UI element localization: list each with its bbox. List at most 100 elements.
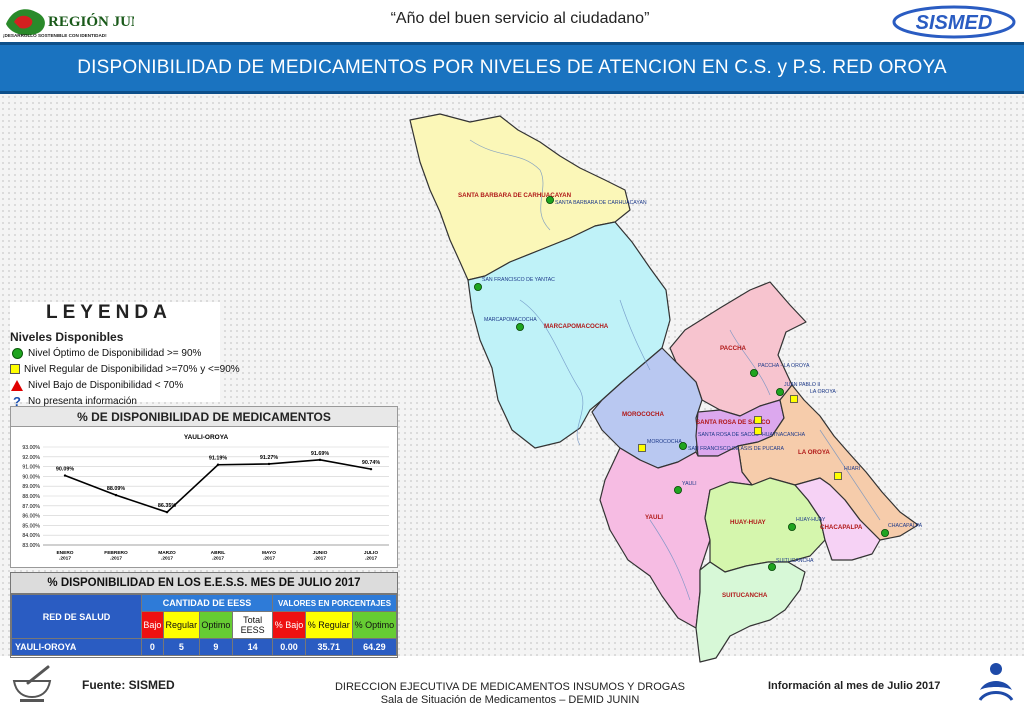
cell-regular: 5 — [162, 638, 200, 656]
data-label: 91.27% — [260, 455, 278, 461]
district-chacapalpa — [794, 477, 881, 561]
x-tick-label: ABRIL .2017 — [211, 550, 226, 562]
facility-green-circle-icon — [545, 196, 554, 205]
facility-yellow-square-icon — [834, 472, 842, 480]
page-title: DISPONIBILIDAD DE MEDICAMENTOS POR NIVEL… — [77, 57, 947, 78]
header-pct-optimo: % Optimo — [351, 611, 398, 639]
facility-green-circle-icon — [516, 322, 525, 331]
district-label: MARCAPOMACOCHA — [544, 323, 609, 330]
y-tick-label: 83.00% — [22, 543, 40, 549]
data-label: 90.09% — [56, 467, 74, 473]
y-tick-label: 91.00% — [22, 465, 40, 471]
chart-title: YAULI-OROYA — [184, 434, 229, 441]
region-junin-logo: REGIÓN JUNÍN ¡DESARROLLO SOSTENIBLE CON … — [3, 9, 134, 38]
data-label: 91.69% — [311, 451, 329, 457]
legend-label: No presenta información — [28, 395, 137, 407]
x-tick-label: JUNIO .2017 — [313, 550, 328, 562]
cell-pct-optimo: 64.29 — [351, 638, 398, 656]
data-point — [267, 462, 271, 466]
legend-title: LEYENDA — [46, 302, 172, 323]
footer-org-line2: Sala de Situación de Medicamentos – DEMI… — [380, 694, 640, 706]
motto-text: “Año del buen servicio al ciudadano” — [390, 10, 650, 27]
footer-info: Información al mes de Julio 2017 — [768, 680, 941, 692]
x-tick-label: JULIO .2017 — [364, 550, 378, 562]
data-point — [165, 510, 169, 514]
y-tick-label: 89.00% — [22, 484, 40, 490]
cell-red: YAULI-OROYA — [11, 638, 142, 656]
facility-label: SAN FRANCISCO DE YANTAC — [482, 277, 555, 283]
legend-item-regular: Nivel Regular de Disponibilidad >=70% y … — [10, 362, 240, 376]
x-tick-label: MARZO .2017 — [158, 550, 176, 562]
x-tick-label: MAYO .2017 — [262, 550, 276, 562]
facility-label: PACCHA - LA OROYA — [758, 363, 810, 369]
legend-item-optimo: Nivel Óptimo de Disponibilidad >= 90% — [10, 346, 220, 360]
header-optimo: Optimo — [198, 611, 234, 639]
header-total: Total EESS — [232, 611, 274, 639]
data-label: 90.74% — [362, 460, 380, 466]
header-valores: VALORES EN PORCENTAJES — [272, 594, 397, 612]
header-pct-bajo: % Bajo — [272, 611, 306, 639]
facility-green-circle-icon — [749, 368, 758, 377]
data-point — [318, 458, 322, 462]
header-cantidad: CANTIDAD DE EESS — [140, 594, 274, 612]
region-logo-tagline: ¡DESARROLLO SOSTENIBLE CON IDENTIDAD! — [3, 33, 107, 38]
district-label: SUITUCANCHA — [722, 592, 768, 599]
facility-green-circle-icon — [767, 562, 776, 571]
chart-panel: % DE DISPONIBILIDAD DE MEDICAMENTOS YAUL… — [10, 406, 398, 568]
eess-table: RED DE SALUD CANTIDAD DE EESS VALORES EN… — [11, 594, 398, 656]
facility-green-circle-icon — [880, 528, 889, 537]
district-label: MOROCOCHA — [622, 411, 664, 418]
district-label: SANTA ROSA DE SACCO — [696, 419, 771, 426]
table-title: % DISPONIBILIDAD EN LOS E.E.S.S. MES DE … — [11, 573, 397, 594]
data-point — [369, 467, 373, 471]
footer-org-line1: DIRECCION EJECUTIVA DE MEDICAMENTOS INSU… — [334, 681, 686, 693]
red-oroya-map: SANTA BARBARA DE CARHUACAYAN MARCAPOMACOC… — [409, 113, 923, 663]
y-tick-label: 88.00% — [22, 494, 40, 500]
chart-panel-header: % DE DISPONIBILIDAD DE MEDICAMENTOS — [11, 407, 397, 427]
question-mark-icon: ? — [13, 393, 21, 409]
data-point — [114, 493, 118, 497]
data-label: 91.19% — [209, 456, 227, 462]
facility-label: HUARI — [844, 466, 860, 472]
legend-item-sin-info: ? No presenta información — [10, 393, 220, 409]
sismed-logo-text: SISMED — [916, 12, 993, 34]
facility-label: SANTA BARBARA DE CARHUACAYAN — [555, 200, 647, 206]
facility-label: HUAY-HUAY — [796, 517, 826, 523]
legend: LEYENDA Niveles Disponibles Nivel Óptimo… — [10, 302, 240, 409]
x-tick-label: FEBRERO .2017 — [104, 550, 128, 562]
facility-yellow-square-icon — [754, 416, 762, 424]
facility-label: SAN FRANCISCO DE ASIS DE PUCARA — [688, 446, 785, 452]
y-tick-label: 84.00% — [22, 533, 40, 539]
footer-org: DIRECCION EJECUTIVA DE MEDICAMENTOS INSU… — [290, 681, 730, 707]
facility-green-circle-icon — [678, 441, 687, 450]
availability-line-chart: YAULI-OROYA 93.00% 92.00% 91.00% 90.00% 89.0… — [22, 434, 389, 562]
header-pct-regular: % Regular — [304, 611, 353, 639]
facility-label: HUAYNACANCHA — [762, 432, 806, 438]
cell-pct-bajo: 0.00 — [272, 638, 306, 656]
facility-yellow-square-icon — [790, 395, 798, 403]
green-circle-icon — [11, 347, 23, 359]
y-tick-label: 90.00% — [22, 474, 40, 480]
legend-label: Nivel Bajo de Disponibilidad < 70% — [28, 379, 184, 391]
legend-subtitle: Niveles Disponibles — [10, 330, 124, 344]
data-label: 88.09% — [107, 486, 125, 492]
red-triangle-icon — [11, 379, 23, 391]
cell-bajo: 0 — [141, 638, 164, 656]
y-tick-label: 92.00% — [22, 455, 40, 461]
yellow-square-icon — [10, 364, 20, 374]
district-label: LA OROYA — [798, 449, 830, 456]
region-logo-text: REGIÓN JUNÍN — [48, 13, 134, 30]
legend-item-bajo: Nivel Bajo de Disponibilidad < 70% — [10, 378, 220, 392]
y-tick-label: 87.00% — [22, 504, 40, 510]
header-red-salud: RED DE SALUD — [11, 594, 142, 639]
district-label: CHACAPALPA — [820, 524, 863, 531]
facility-label: YAULI — [682, 481, 697, 487]
facility-label: LA OROYA — [810, 389, 836, 395]
facility-label: MARCAPOMACOCHA — [484, 317, 537, 323]
cell-total: 14 — [232, 638, 274, 656]
mortar-pestle-logo — [12, 665, 52, 702]
header-regular: Regular — [162, 611, 200, 639]
district-label: HUAY-HUAY — [730, 519, 767, 526]
facility-yellow-square-icon — [638, 444, 646, 452]
header-bajo: Bajo — [141, 611, 164, 639]
